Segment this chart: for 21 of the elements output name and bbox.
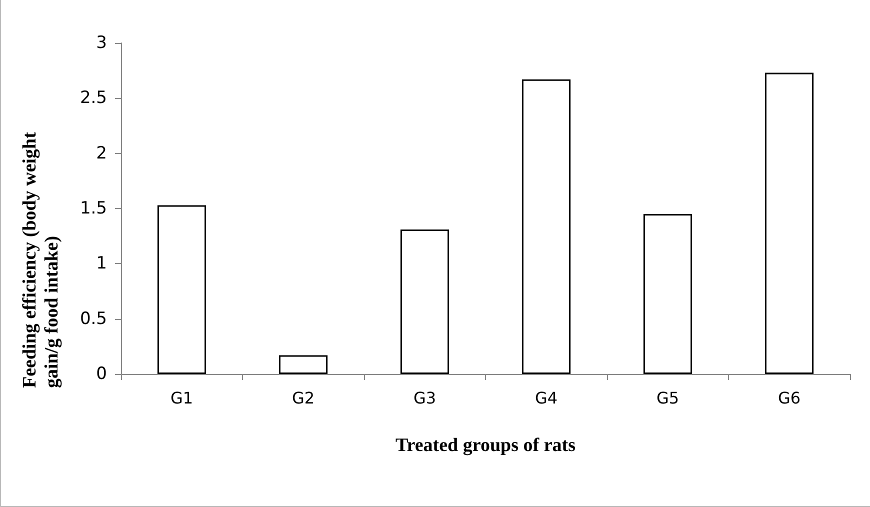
bar (278, 355, 328, 374)
y-tick-label: 2.5 (80, 88, 107, 108)
x-tick-label: G1 (170, 388, 194, 408)
y-tick-label: 0 (96, 364, 107, 384)
y-tick-label: 0.5 (80, 308, 107, 329)
y-tick-label: 2 (96, 143, 107, 164)
bar (157, 205, 206, 374)
y-tick-label: 1.5 (80, 198, 107, 218)
y-tick-label: 1 (96, 254, 107, 274)
x-tick-label: G2 (292, 388, 315, 408)
x-tick-label: G6 (778, 388, 801, 408)
bar (400, 229, 450, 374)
x-tick-label: G4 (534, 388, 558, 408)
x-tick-label: G3 (413, 388, 436, 408)
bar (522, 79, 571, 374)
bar (764, 72, 814, 374)
bar (643, 214, 692, 374)
x-tick-label: G5 (656, 388, 680, 408)
y-axis-title: Feeding efficiency (body weight gain/g food intake) (20, 127, 62, 388)
x-axis-title: Treated groups of rats (396, 435, 576, 456)
y-tick-label: 3 (96, 33, 107, 53)
